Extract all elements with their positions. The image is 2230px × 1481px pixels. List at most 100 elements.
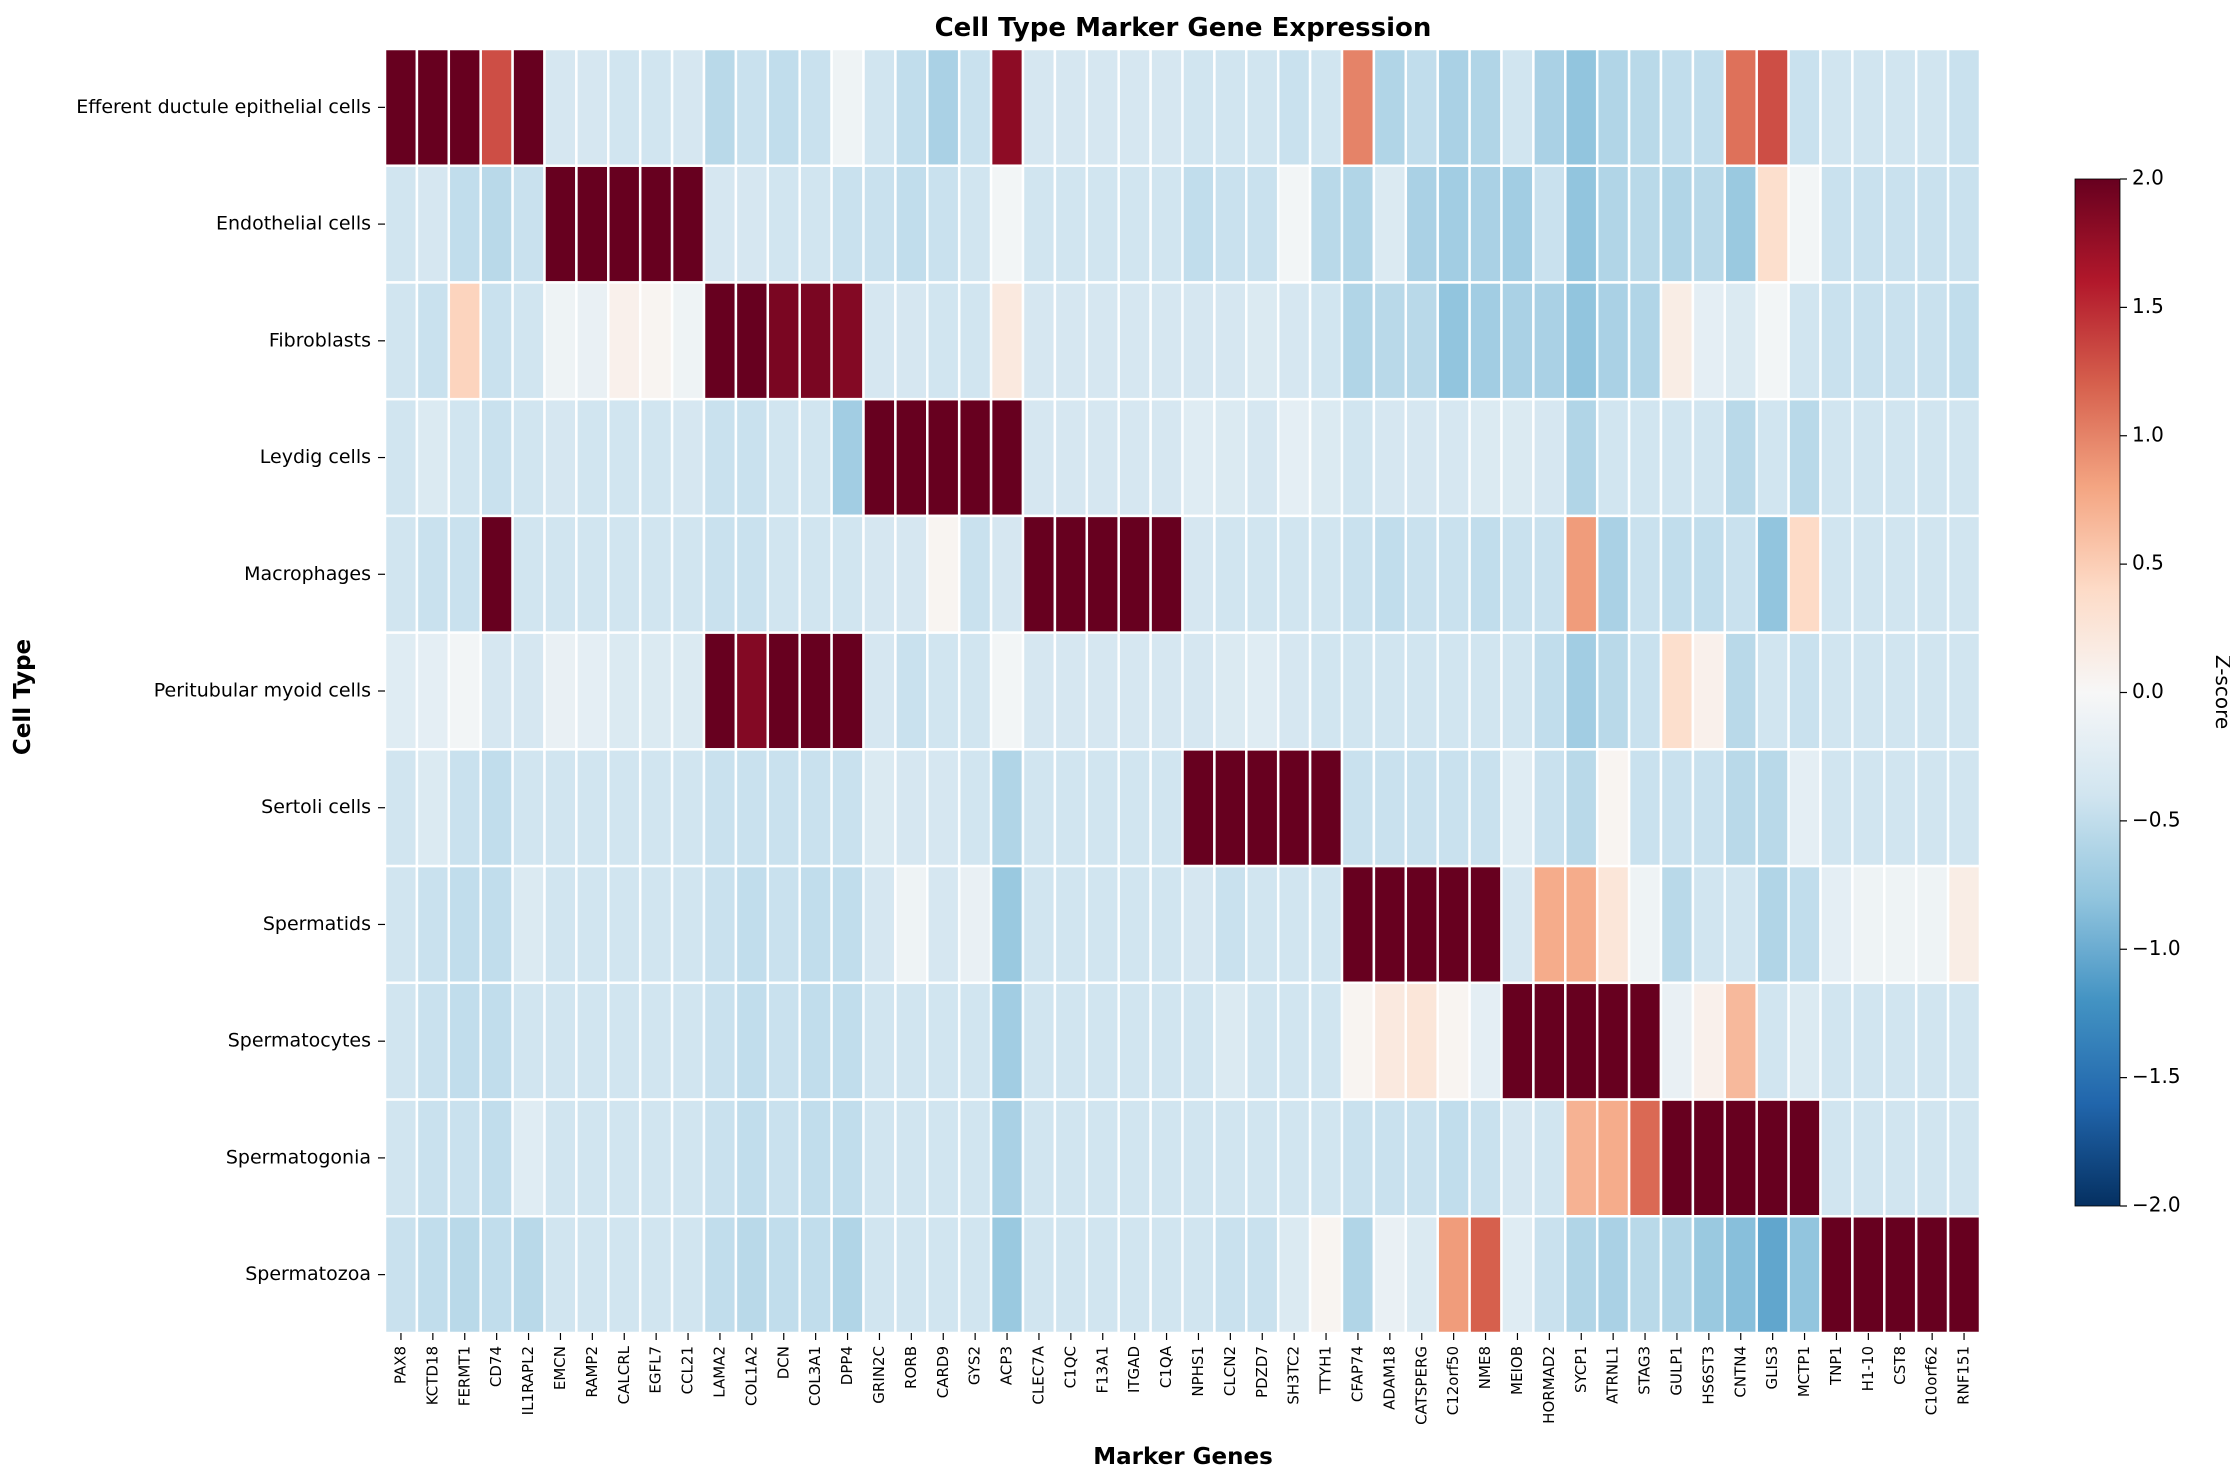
heatmap-cell (702, 748, 738, 868)
column-label: HS6ST3 (1699, 1346, 1717, 1405)
heatmap-cell (798, 1098, 833, 1218)
heatmap-cell (1436, 748, 1471, 868)
heatmap-cell (1149, 397, 1184, 518)
heatmap-cell (1595, 164, 1631, 284)
colorbar-tick-label: −2.0 (2132, 1193, 2181, 1217)
heatmap-cell (638, 631, 674, 751)
heatmap-cell (1691, 864, 1727, 985)
heatmap-cell (575, 864, 610, 985)
heatmap-cell (1723, 281, 1758, 401)
heatmap-cell (1532, 748, 1567, 868)
heatmap-cell (1404, 748, 1439, 868)
heatmap-cell (1436, 631, 1471, 751)
column-label: CCL21 (679, 1346, 697, 1394)
heatmap-cell (1659, 748, 1695, 868)
column-label: SYCP1 (1572, 1346, 1590, 1393)
heatmap-cell (1308, 164, 1344, 284)
heatmap-cell (1627, 514, 1663, 634)
heatmap-cell (447, 748, 482, 868)
heatmap-cell (1085, 864, 1120, 985)
heatmap-cell (1117, 748, 1152, 868)
column-label: CLCN2 (1221, 1346, 1239, 1396)
heatmap-cell (1245, 514, 1280, 634)
heatmap-cell (1723, 981, 1758, 1101)
heatmap-cell (1851, 164, 1886, 284)
heatmap-cell (1914, 281, 1950, 401)
heatmap-cell (1181, 47, 1216, 167)
heatmap-cell (1564, 47, 1599, 167)
heatmap-cell (894, 981, 929, 1101)
heatmap-cell (894, 748, 929, 868)
heatmap-cell (575, 47, 610, 167)
heatmap-cell (638, 1098, 674, 1218)
heatmap-cell (1308, 981, 1344, 1101)
heatmap-cell (926, 397, 961, 518)
heatmap-cell (1564, 981, 1599, 1101)
heatmap-cell (1851, 864, 1886, 985)
heatmap-cell (1213, 864, 1248, 985)
colorbar-label: Z-score (2211, 655, 2230, 729)
heatmap-cell (1914, 748, 1950, 868)
heatmap-cell (1117, 47, 1152, 167)
heatmap-cell (1627, 631, 1663, 751)
heatmap-cell (1276, 1098, 1312, 1218)
heatmap-cell (1564, 397, 1599, 518)
heatmap-cell (1436, 981, 1471, 1101)
heatmap-cell (830, 864, 865, 985)
column-label: EGFL7 (647, 1346, 665, 1394)
column-label: RORB (902, 1346, 920, 1389)
heatmap-cell (1659, 981, 1695, 1101)
colorbar-tick-label: −0.5 (2132, 807, 2181, 831)
heatmap-cell (1659, 514, 1695, 634)
heatmap-cell (383, 164, 419, 284)
heatmap-cell (957, 397, 993, 518)
heatmap-cell (1819, 1215, 1854, 1335)
heatmap-cell (989, 981, 1025, 1101)
heatmap-cell (1276, 631, 1312, 751)
heatmap-cell (1627, 748, 1663, 868)
heatmap-cell (479, 1215, 514, 1335)
heatmap-cell (1787, 164, 1822, 284)
heatmap-cell (766, 47, 801, 167)
heatmap-cell (1372, 631, 1408, 751)
heatmap-cell (1085, 281, 1120, 401)
heatmap-cell (702, 281, 738, 401)
heatmap-cell (1245, 281, 1280, 401)
column-label: CATSPERG (1412, 1346, 1430, 1425)
heatmap-cell (1914, 164, 1950, 284)
heatmap-cell (1627, 981, 1663, 1101)
heatmap-cell (1308, 514, 1344, 634)
heatmap-cell (1053, 164, 1089, 284)
heatmap-cells (383, 47, 1982, 1335)
heatmap-cell (607, 981, 642, 1101)
heatmap-cell (575, 164, 610, 284)
heatmap-cell (415, 748, 451, 868)
column-label: HORMAD2 (1540, 1346, 1558, 1424)
heatmap-cell (1564, 1215, 1599, 1335)
heatmap-cell (1404, 631, 1439, 751)
heatmap-cell (607, 748, 642, 868)
heatmap-cell (543, 514, 578, 634)
heatmap-cell (1149, 1098, 1184, 1218)
heatmap-cell (1691, 47, 1727, 167)
heatmap-cell (1372, 281, 1408, 401)
heatmap-cell (926, 281, 961, 401)
row-label: Macrophages (244, 563, 371, 585)
heatmap-cell (607, 47, 642, 167)
heatmap-cell (957, 631, 993, 751)
heatmap-cell (1564, 514, 1599, 634)
heatmap-cell (1883, 1215, 1918, 1335)
heatmap-cell (1532, 164, 1567, 284)
heatmap-cell (1946, 631, 1982, 751)
heatmap-cell (479, 748, 514, 868)
heatmap-cell (1755, 1215, 1790, 1335)
heatmap-cell (1213, 748, 1248, 868)
heatmap-cell (1691, 397, 1727, 518)
heatmap-cell (670, 1098, 706, 1218)
heatmap-cell (1595, 1215, 1631, 1335)
column-label: H1-10 (1859, 1346, 1877, 1391)
heatmap-cell (1595, 397, 1631, 518)
heatmap-cell (1404, 397, 1439, 518)
heatmap-cell (479, 864, 514, 985)
heatmap-cell (894, 281, 929, 401)
